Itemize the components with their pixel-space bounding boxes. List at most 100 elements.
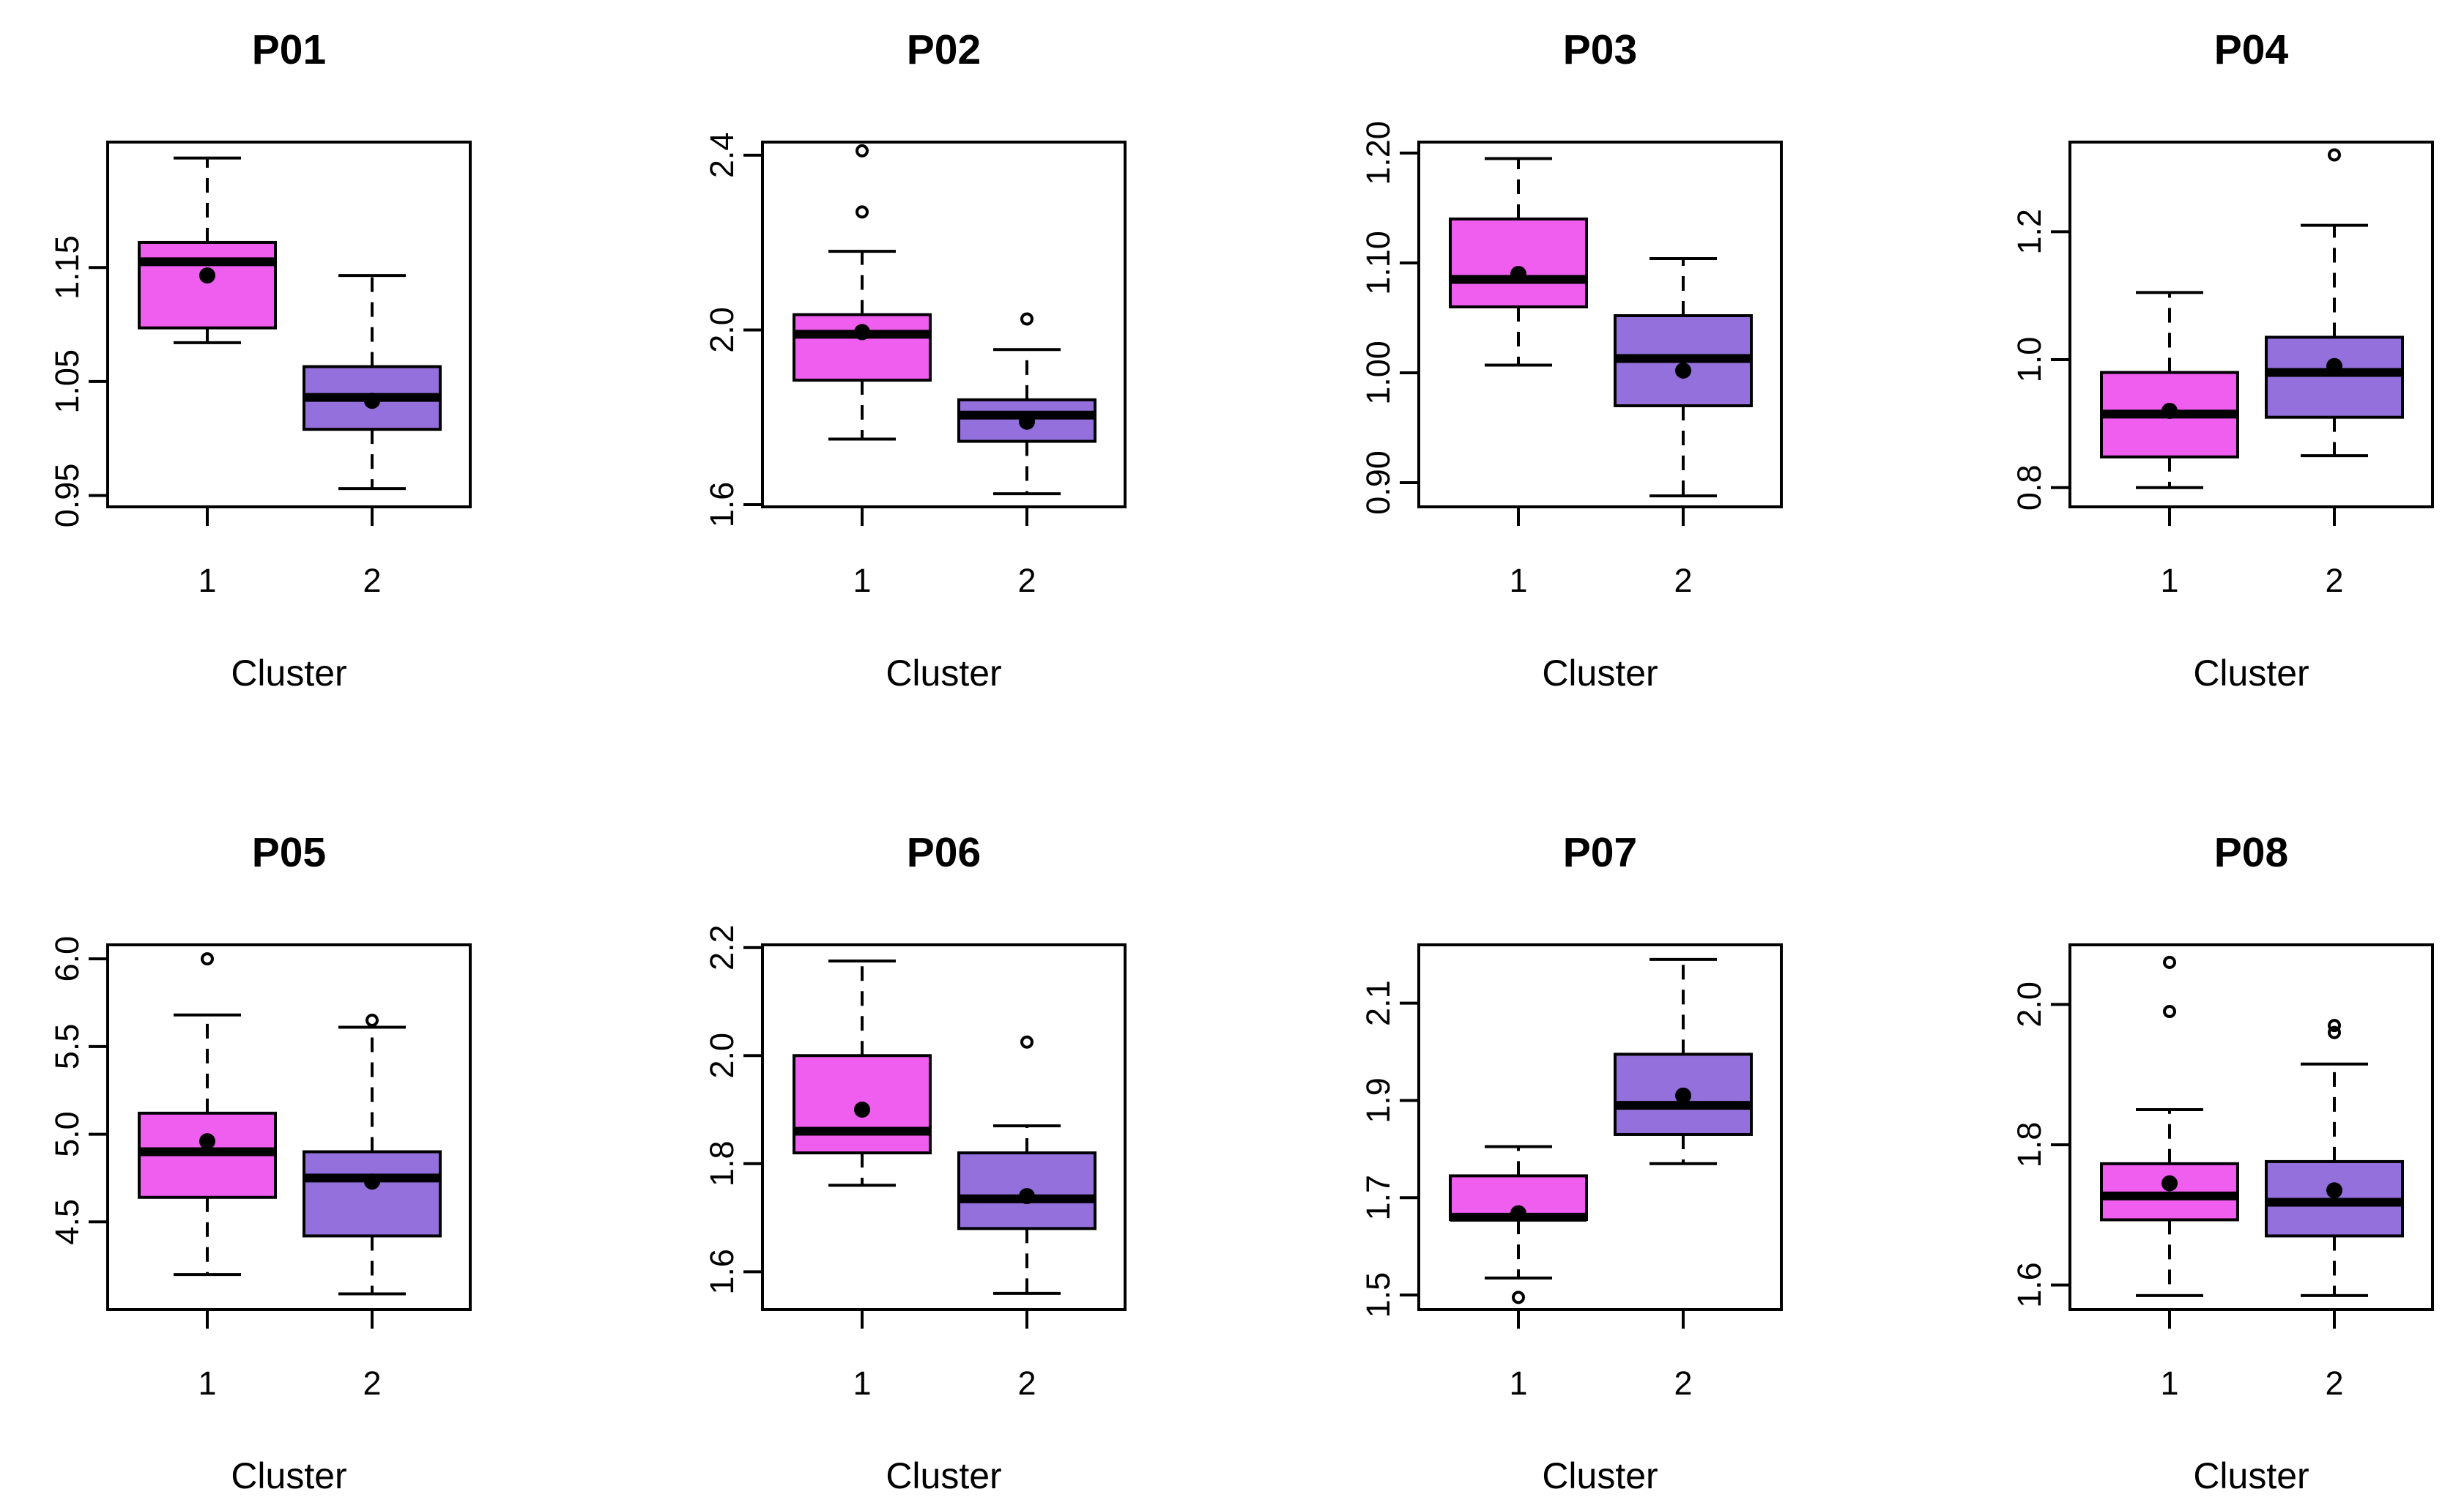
panel-p08-box-cluster-1 xyxy=(2100,955,2239,1297)
panel-p07-x-tick-label: 1 xyxy=(1509,1365,1527,1402)
outlier-point xyxy=(2163,1004,2176,1018)
outlier-point xyxy=(2328,1025,2341,1039)
panel-p06-box-cluster-2 xyxy=(957,1035,1096,1295)
panel-p07-y-axis: 1.5 1.7 1.9 2.1 xyxy=(1359,980,1419,1318)
mean-point xyxy=(2326,1182,2342,1199)
panel-p08-x-axis-label: Cluster xyxy=(2193,1455,2309,1496)
panel-p03-box-cluster-1 xyxy=(1449,157,1588,367)
panel-p02-plot-frame xyxy=(761,141,1127,508)
panel-p03-y-tick-label: 1.20 xyxy=(1359,121,1397,185)
panel-p02-x-tick-label: 2 xyxy=(1017,562,1036,599)
panel-p05-plot-frame xyxy=(106,943,472,1311)
panel-p02-y-tick-label: 2.4 xyxy=(703,133,741,179)
panel-p04-x-tick-label: 2 xyxy=(2325,562,2343,599)
panel-p03-y-tick-label: 1.10 xyxy=(1359,231,1397,295)
panel-p03-x-tick-label: 2 xyxy=(1674,562,1692,599)
panel-p07-box-cluster-2 xyxy=(1614,957,1753,1165)
mean-point xyxy=(2161,1175,2178,1192)
panel-p02-title: P02 xyxy=(907,26,981,73)
panel-p08-y-tick-label: 1.8 xyxy=(2011,1122,2048,1168)
panel-p03-plot-frame xyxy=(1417,141,1783,508)
panel-p04-box-cluster-2 xyxy=(2265,148,2404,458)
iqr-box xyxy=(2265,335,2404,419)
panel-p04-x-tick-label: 1 xyxy=(2160,562,2178,599)
panel-p01-x-tick-label: 2 xyxy=(363,562,381,599)
panel-p06-x-axis-label: Cluster xyxy=(886,1455,1001,1496)
panel-p07-y-tick-label: 1.9 xyxy=(1359,1077,1397,1124)
panel-p07-y-tick-label: 1.7 xyxy=(1359,1175,1397,1221)
panel-p07-y-tick-label: 2.1 xyxy=(1359,980,1397,1026)
panel-p03-box-cluster-2 xyxy=(1614,257,1753,497)
panel-p06-y-tick-label: 2.0 xyxy=(703,1033,741,1079)
panel-p01-title: P01 xyxy=(252,26,326,73)
mean-point xyxy=(2326,357,2342,374)
outlier-point xyxy=(2328,1019,2341,1033)
mean-point xyxy=(1675,363,1691,379)
panel-p05-box-cluster-1 xyxy=(138,952,277,1277)
outlier-point xyxy=(856,205,869,219)
panel-p01-x-axis-label: Cluster xyxy=(231,653,346,694)
mean-point xyxy=(2161,402,2178,419)
mean-point xyxy=(1510,266,1526,282)
panel-p06-title: P06 xyxy=(907,829,981,876)
mean-point xyxy=(364,1173,380,1190)
panel-p04-y-axis: 0.8 1.0 1.2 xyxy=(2011,209,2070,511)
panel-p02-y-tick-label: 2.0 xyxy=(703,307,741,353)
panel-p07-y-tick-label: 1.5 xyxy=(1359,1272,1397,1318)
panel-p01-plot-frame xyxy=(106,141,472,508)
panel-p01-y-axis: 0.95 1.05 1.15 xyxy=(48,235,108,527)
panel-p03-x-tick-label: 1 xyxy=(1509,562,1527,599)
panel-p05-x-tick-label: 2 xyxy=(363,1365,381,1402)
panel-p06-x-tick-label: 2 xyxy=(1017,1365,1036,1402)
panel-p08-plot-frame xyxy=(2068,943,2434,1311)
panel-p08-x-tick-label: 2 xyxy=(2325,1365,2343,1402)
panel-p03-y-axis: 0.90 1.00 1.10 1.20 xyxy=(1359,121,1419,515)
panel-p07-x-tick-label: 2 xyxy=(1674,1365,1692,1402)
mean-point xyxy=(854,324,870,341)
panel-p06-y-tick-label: 2.2 xyxy=(703,924,741,970)
panel-p08-box-cluster-2 xyxy=(2265,1019,2404,1297)
panel-p04-y-tick-label: 0.8 xyxy=(2011,465,2048,511)
panel-p07-title: P07 xyxy=(1563,829,1637,876)
panel-p01-x-tick-label: 1 xyxy=(198,562,216,599)
panel-p08-x-tick-label: 1 xyxy=(2160,1365,2178,1402)
panel-p04-title: P04 xyxy=(2214,26,2289,73)
panel-p01-y-tick-label: 1.05 xyxy=(48,349,86,414)
panel-p05-y-axis: 4.5 5.0 5.5 6.0 xyxy=(48,936,108,1245)
panel-p06-box-cluster-1 xyxy=(793,959,932,1187)
panel-p05-y-tick-label: 5.0 xyxy=(48,1111,86,1157)
mean-point xyxy=(1019,413,1035,430)
panel-p06-y-tick-label: 1.6 xyxy=(703,1249,741,1295)
panel-p02-y-tick-label: 1.6 xyxy=(703,482,741,528)
mean-point xyxy=(1675,1087,1691,1104)
panel-p07-x-axis-label: Cluster xyxy=(1542,1455,1658,1496)
panel-p01-y-tick-label: 0.95 xyxy=(48,464,86,528)
panel-p07-plot-frame xyxy=(1417,943,1783,1311)
panel-p05-x-tick-label: 1 xyxy=(198,1365,216,1402)
panel-p04-plot-frame xyxy=(2068,141,2434,508)
panel-p08-y-tick-label: 1.6 xyxy=(2011,1262,2048,1308)
panel-p08-y-tick-label: 2.0 xyxy=(2011,981,2048,1028)
panel-p05-y-tick-label: 5.5 xyxy=(48,1024,86,1070)
panel-p06-plot-frame xyxy=(761,943,1127,1311)
outlier-point xyxy=(1512,1291,1525,1304)
mean-point xyxy=(1019,1188,1035,1205)
panel-p05-x-axis-label: Cluster xyxy=(231,1455,346,1496)
outlier-point xyxy=(1020,312,1034,326)
iqr-box xyxy=(957,1151,1096,1230)
outlier-point xyxy=(201,952,214,966)
panel-p06-y-tick-label: 1.8 xyxy=(703,1141,741,1187)
panel-p05-title: P05 xyxy=(252,829,326,876)
mean-point xyxy=(199,1133,215,1150)
